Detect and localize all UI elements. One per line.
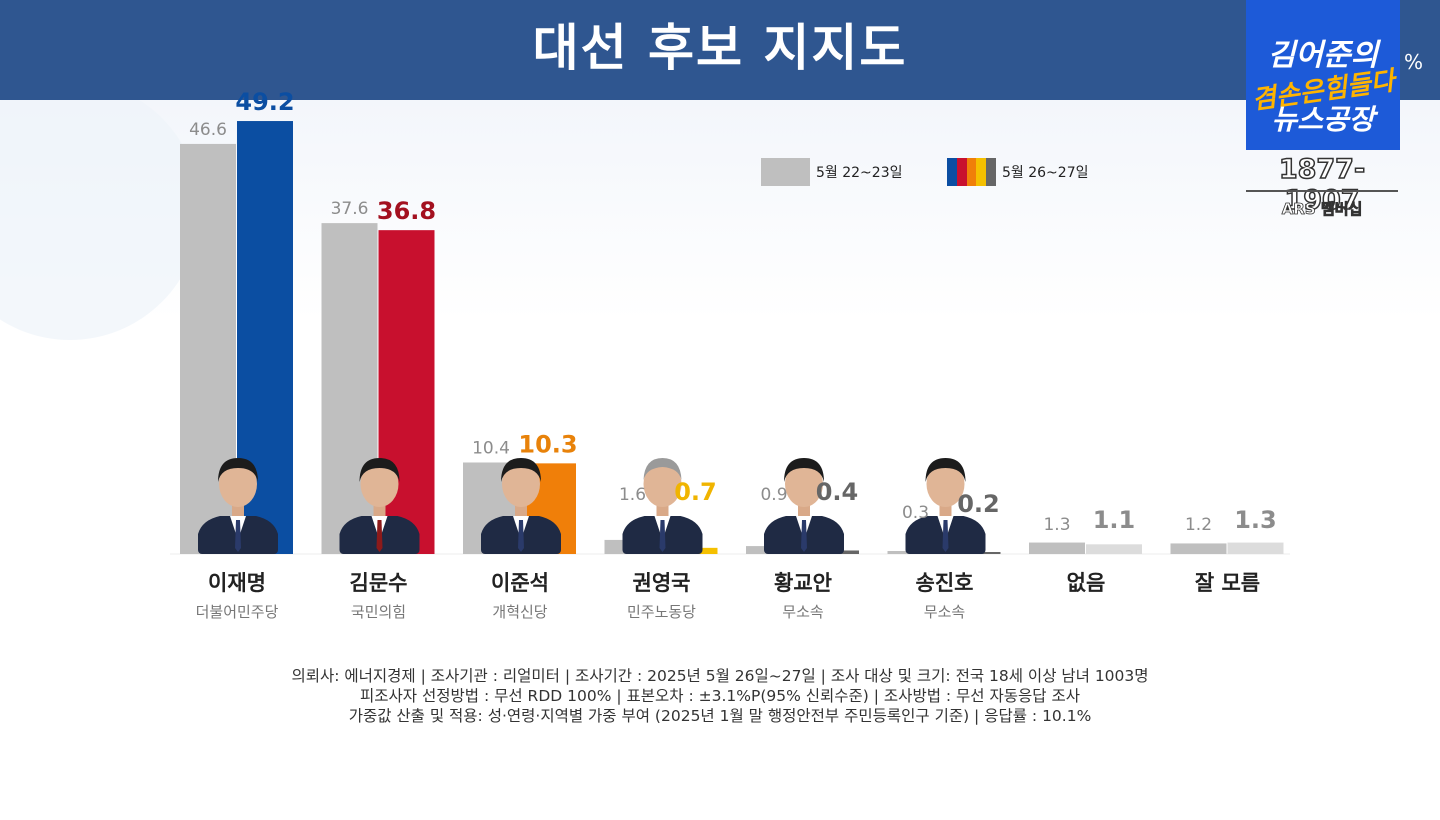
tie-shape <box>518 520 524 552</box>
category-label: 잘 모름 <box>1195 571 1260 595</box>
face-shape <box>502 461 540 507</box>
category-label: 권영국 <box>633 571 691 595</box>
candidate-photos <box>198 458 986 554</box>
hair-shape <box>643 458 682 480</box>
legend-swatch-segment <box>956 158 967 186</box>
party-label: 민주노동당 <box>627 603 696 621</box>
legend-swatch-curr <box>947 158 996 186</box>
face-shape <box>926 461 965 507</box>
legend: 5월 22~23일 5월 26~27일 <box>760 158 1160 186</box>
tie-shape <box>235 520 241 552</box>
bar-curr <box>378 230 435 554</box>
bar-curr <box>1086 544 1142 554</box>
hair-shape <box>501 458 541 482</box>
tie-shape <box>942 520 949 552</box>
candidate-photo <box>622 458 703 554</box>
category-label: 이재명 <box>208 571 266 595</box>
chart-bars <box>180 121 1284 555</box>
tie-shape <box>376 520 383 552</box>
value-label-curr: 0.7 <box>674 478 717 506</box>
candidate-photo <box>339 458 420 554</box>
legend-swatch-prev <box>761 158 810 186</box>
tie-shape <box>801 520 807 552</box>
value-label-prev: 1.2 <box>1185 515 1212 535</box>
candidate-photo <box>198 458 278 554</box>
face-shape <box>360 461 399 507</box>
value-label-prev: 10.4 <box>472 438 510 458</box>
value-label-prev: 46.6 <box>189 120 227 140</box>
face-shape <box>219 461 257 507</box>
candidate-photo <box>905 458 986 554</box>
value-label-curr: 0.2 <box>957 490 1000 518</box>
party-label: 개혁신당 <box>492 603 547 621</box>
unit-label: % <box>1404 50 1424 74</box>
value-label-curr: 10.3 <box>518 430 577 458</box>
hair-shape <box>218 458 258 482</box>
hair-shape <box>784 458 824 482</box>
candidate-photo <box>764 458 844 554</box>
party-label: 국민의힘 <box>351 603 406 621</box>
legend-swatch-segment <box>986 158 996 186</box>
legend-label-curr: 5월 26~27일 <box>1002 165 1089 181</box>
page-title: 대선 후보 지지도 <box>532 19 908 77</box>
legend-swatch-segment <box>966 158 977 186</box>
show-logo: 김어준의 겸손은힘들다 뉴스공장 <box>1246 0 1400 150</box>
hair-shape <box>359 458 400 482</box>
face-shape <box>643 461 682 507</box>
legend-swatch-segment <box>976 158 987 186</box>
bar-prev <box>1170 543 1227 554</box>
party-label: 무소속 <box>924 603 966 621</box>
category-label: 이준석 <box>491 571 549 595</box>
value-label-prev: 37.6 <box>331 199 369 219</box>
value-label-curr: 0.4 <box>816 478 859 506</box>
legend-swatch-segment <box>947 158 957 186</box>
phone-number: 1877-1907 <box>1278 153 1366 217</box>
ars-label: ARS 멤버십 <box>1281 200 1363 219</box>
bar-prev <box>1029 542 1085 554</box>
category-label: 송진호 <box>916 571 974 595</box>
category-label: 김문수 <box>350 571 408 595</box>
background-circle <box>0 80 200 340</box>
footnote-line-2: 피조사자 선정방법 : 무선 RDD 100% | 표본오차 : ±3.1%P(… <box>360 687 1080 705</box>
footnote-line-3: 가중값 산출 및 적용: 성·연령·지역별 가중 부여 (2025년 1월 말 … <box>348 707 1092 725</box>
legend-label-prev: 5월 22~23일 <box>816 165 903 181</box>
hair-shape <box>925 458 966 482</box>
bar-curr <box>1227 542 1284 554</box>
party-label: 더불어민주당 <box>196 603 279 621</box>
value-label-curr: 49.2 <box>235 88 294 116</box>
party-label: 무소속 <box>782 603 824 621</box>
bar-prev <box>321 223 378 554</box>
value-label-prev: 0.3 <box>902 503 929 523</box>
value-label-curr: 36.8 <box>377 197 436 225</box>
phone-divider <box>1246 190 1398 192</box>
logo-line-1: 김어준의 <box>1267 38 1379 73</box>
category-label: 없음 <box>1067 571 1106 595</box>
value-label-prev: 0.9 <box>760 485 787 505</box>
value-label-prev: 1.6 <box>619 485 646 505</box>
value-label-prev: 1.3 <box>1043 515 1070 535</box>
value-label-curr: 1.1 <box>1093 506 1136 534</box>
face-shape <box>785 461 823 507</box>
logo-line-3: 뉴스공장 <box>1271 103 1375 136</box>
tie-shape <box>659 520 666 552</box>
value-label-curr: 1.3 <box>1234 506 1277 534</box>
header-bar <box>0 0 1440 100</box>
footnote-line-1: 의뢰사: 에너지경제 | 조사기관 : 리얼미터 | 조사기간 : 2025년 … <box>291 667 1149 685</box>
category-label: 황교안 <box>774 571 832 595</box>
candidate-photo <box>481 458 561 554</box>
